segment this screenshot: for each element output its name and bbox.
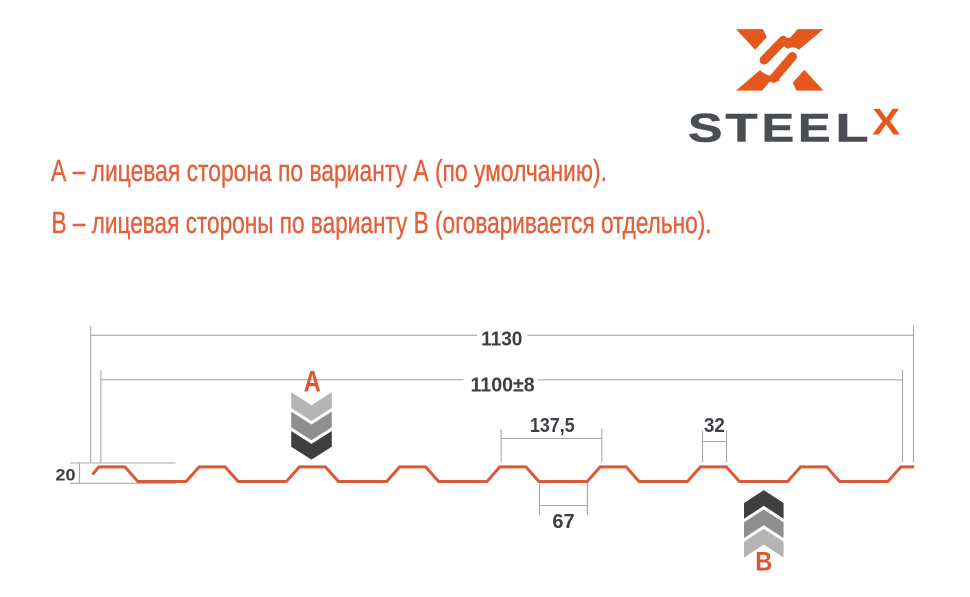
svg-text:1100±8: 1100±8 xyxy=(470,374,534,396)
svg-text:А – лицевая сторона по вариант: А – лицевая сторона по варианту А (по ум… xyxy=(51,155,607,188)
svg-text:137,5: 137,5 xyxy=(530,415,575,437)
svg-text:В – лицевая стороны по вариант: В – лицевая стороны по варианту В (огова… xyxy=(52,207,712,240)
svg-text:E: E xyxy=(798,107,831,151)
svg-text:E: E xyxy=(762,107,795,151)
svg-text:67: 67 xyxy=(552,511,574,533)
svg-text:T: T xyxy=(726,107,758,151)
svg-text:A: A xyxy=(304,365,321,398)
svg-text:L: L xyxy=(836,107,869,151)
svg-text:20: 20 xyxy=(56,465,76,484)
svg-text:1130: 1130 xyxy=(481,329,522,351)
svg-text:32: 32 xyxy=(704,415,725,437)
svg-text:X: X xyxy=(872,102,900,143)
svg-text:S: S xyxy=(688,107,723,151)
svg-text:B: B xyxy=(755,546,772,576)
